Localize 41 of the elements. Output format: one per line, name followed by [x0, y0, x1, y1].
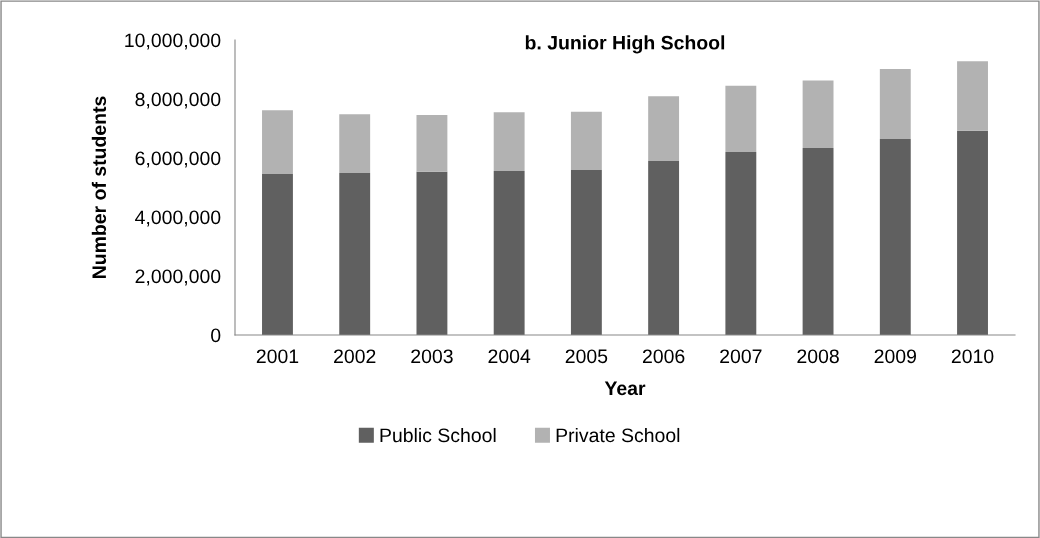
- bar: [648, 96, 680, 161]
- bar: [262, 173, 293, 335]
- bar: [262, 110, 293, 174]
- y-axis-title: Number of students: [91, 96, 107, 279]
- x-tick-label: 2007: [720, 349, 762, 364]
- x-tick-label: 2008: [797, 349, 839, 364]
- bar: [416, 114, 448, 172]
- y-tick-label: 10,000,000: [125, 33, 221, 50]
- bar: [339, 114, 371, 174]
- bar: [493, 112, 525, 171]
- x-tick-label: 2006: [642, 349, 685, 364]
- bar: [879, 139, 911, 335]
- bar: [648, 160, 680, 335]
- bar: [339, 173, 371, 335]
- bar: [416, 171, 448, 335]
- bar: [802, 147, 834, 335]
- y-tick-label: 6,000,000: [135, 151, 221, 168]
- chart-title: b. Junior High School: [525, 35, 725, 54]
- bar: [957, 130, 988, 335]
- x-axis-title: Year: [604, 381, 646, 396]
- x-tick-label: 2002: [334, 349, 376, 364]
- bar: [570, 111, 602, 171]
- x-tick-label: 2005: [565, 349, 608, 364]
- bar: [725, 152, 757, 335]
- x-tick-label: 2009: [874, 349, 917, 364]
- y-tick-label: 8,000,000: [135, 92, 221, 109]
- bar: [725, 85, 757, 153]
- x-tick-label: 2003: [411, 349, 453, 364]
- x-tick-label: 2001: [256, 349, 299, 364]
- y-tick-label: 4,000,000: [135, 210, 221, 227]
- x-tick-label: 2004: [488, 349, 531, 364]
- bar: [957, 61, 988, 131]
- y-tick-label: 0: [211, 328, 221, 343]
- y-tick-label: 2,000,000: [135, 269, 221, 286]
- bar: [570, 170, 602, 335]
- bar: [802, 80, 834, 148]
- legend-label: Public School: [380, 427, 496, 443]
- bar: [879, 68, 911, 140]
- x-tick-label: 2010: [951, 349, 994, 364]
- bar: [493, 170, 525, 335]
- legend-label: Private School: [556, 427, 680, 443]
